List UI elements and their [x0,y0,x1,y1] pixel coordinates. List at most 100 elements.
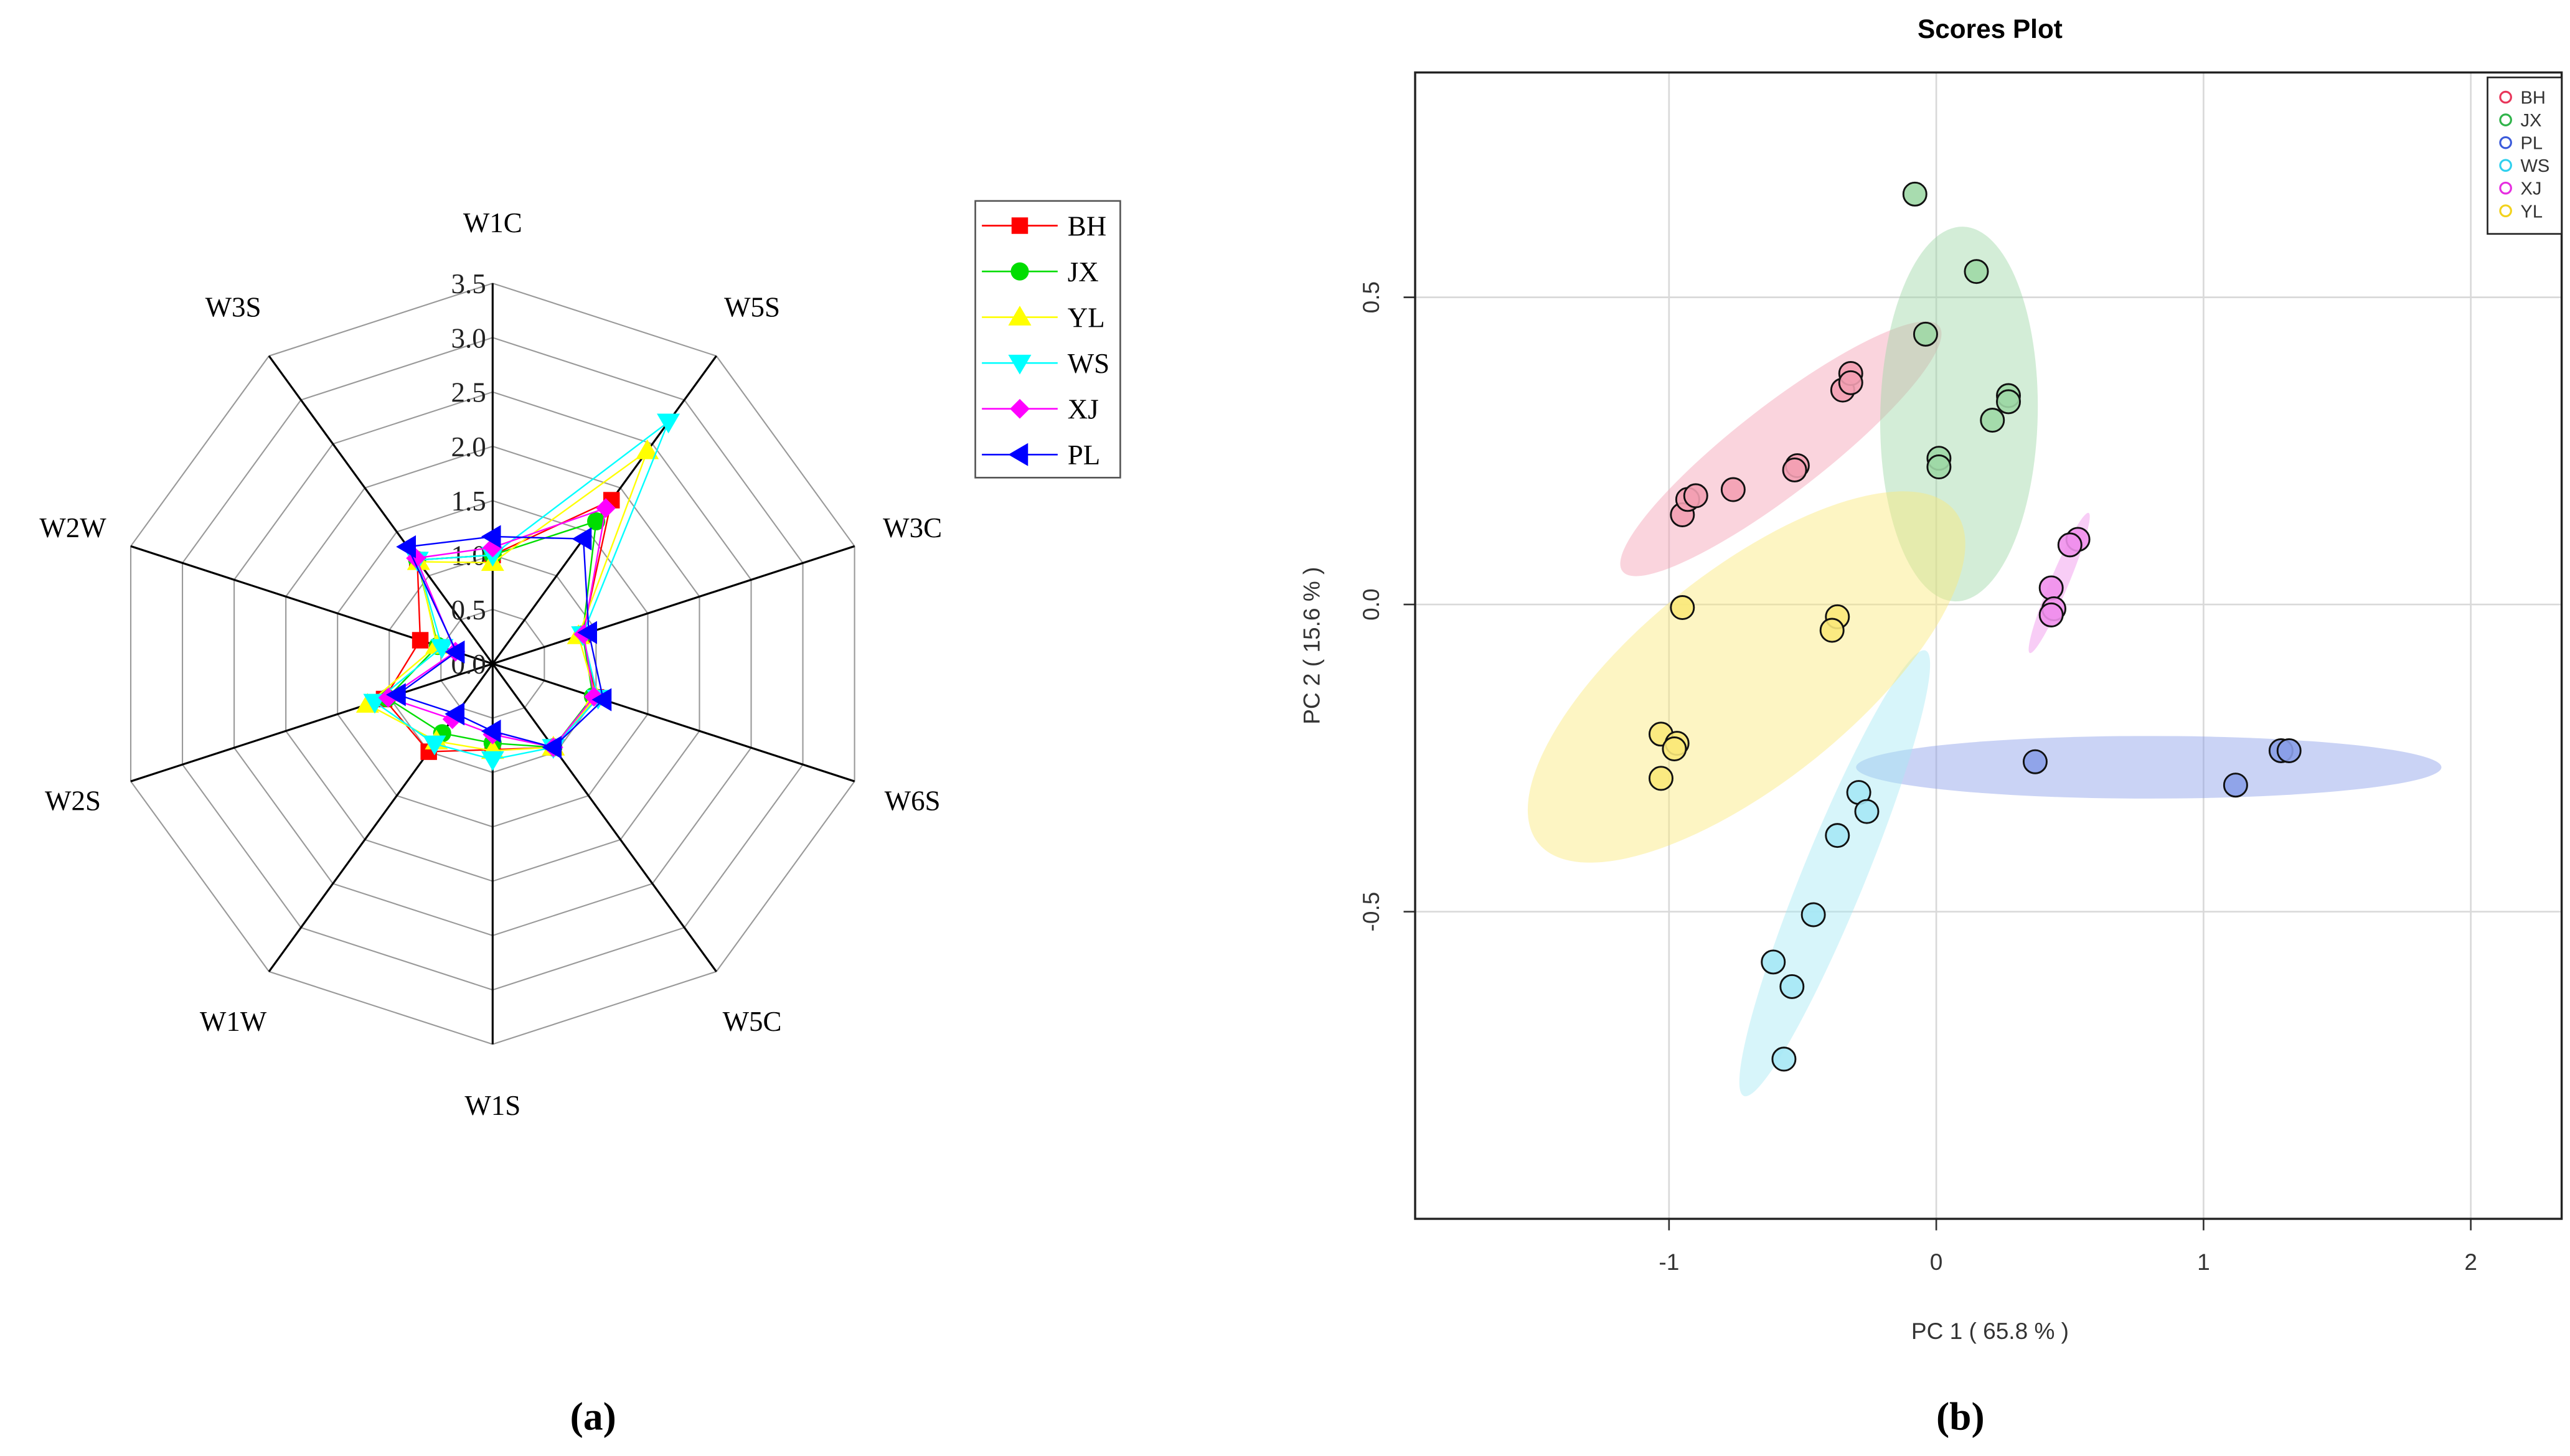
radar-point-pl [572,527,592,551]
confidence-ellipse-pl [1856,736,2442,799]
radar-axis-label: W3S [205,292,261,323]
legend-marker-xj [2499,181,2512,195]
score-point-yl [1662,736,1687,761]
caption-b: (b) [1936,1394,1985,1439]
legend-label-ws: WS [2520,156,2549,176]
y-tick-label: -0.5 [1358,892,1384,932]
y-tick-label: 0.5 [1358,281,1384,313]
legend-marker-jx [2499,113,2512,126]
legend-label-yl: YL [2520,202,2543,222]
score-point-yl [1670,595,1695,620]
legend-label-jx: JX [2520,111,2541,131]
legend-marker-pl [1008,443,1028,466]
radar-axis-label: W1W [200,1006,267,1037]
legend-marker-ws [2499,159,2512,172]
y-tick-label: 0.0 [1358,588,1384,620]
radar-point-ws [481,751,504,771]
legend-marker-bh [2499,90,2512,104]
radar-point-pl [481,720,501,743]
legend-label-xj: XJ [1068,394,1099,425]
radar-point-pl [385,683,406,707]
radar-point-pl [577,621,597,644]
radar-point-jx [587,512,606,530]
legend-label-pl: PL [2520,134,2543,154]
radar-point-pl [591,688,612,712]
score-point-ws [1779,974,1805,999]
legend-label-xj: XJ [2520,179,2541,199]
x-tick-label: 1 [2197,1249,2210,1275]
radar-axis-label: W5S [724,292,780,323]
score-point-ws [1825,823,1850,848]
legend-marker-yl [2499,204,2512,217]
radar-point-xj [596,498,616,519]
radar-point-ws [423,735,446,756]
legend-marker-ws [1008,354,1032,375]
legend-label-bh: BH [1068,210,1106,242]
radar-axis-label: W6S [885,785,941,816]
score-point-bh [1838,370,1863,395]
x-tick-label: -1 [1659,1249,1679,1275]
radar-chart: W1CW5SW3CW6SW5CW1SW1WW2SW2WW3S0.00.51.01… [39,200,1121,1121]
radar-axis-label: W2W [39,512,106,543]
radar-point-bh [412,632,429,649]
radar-axis-label: W5C [723,1006,782,1037]
score-point-jx [1913,321,1938,347]
radar-tick-label: 0.5 [451,594,486,626]
legend-label-pl: PL [1068,439,1100,471]
legend-marker-xj [1010,398,1030,419]
caption-a: (a) [570,1394,616,1439]
radar-point-ws [657,413,680,434]
legend-label-bh: BH [2520,88,2545,108]
radar-tick-label: 1.5 [451,486,486,517]
plot-frame [1414,71,2563,1220]
scores-title: Scores Plot [1918,14,2063,44]
radar-tick-label: 2.5 [451,377,486,408]
scores-legend-box [2487,77,2563,235]
radar-point-pl [481,525,501,548]
radar-spoke [130,662,493,782]
score-point-yl [1819,618,1845,643]
y-axis-label: PC 2 ( 15.6 % ) [1299,567,1325,725]
score-point-bh [1720,477,1746,502]
score-point-jx [1926,454,1952,479]
legend-label-yl: YL [1068,302,1105,333]
radar-spoke [492,662,855,782]
score-point-jx [1964,259,1989,284]
radar-axis-label: W3C [883,512,942,543]
legend-marker-bh [1011,217,1028,234]
radar-spoke [492,545,855,665]
radar-point-pl [445,702,465,726]
radar-legend: BH JX YL WS XJ PL [974,200,1121,479]
legend-marker-pl [2499,136,2512,149]
radar-tick-label: 2.0 [451,431,486,463]
score-point-jx [1996,389,2021,415]
confidence-ellipse-jx [1880,227,2038,602]
legend-label-jx: JX [1068,256,1099,288]
legend-marker-jx [1010,262,1029,281]
x-axis-label: PC 1 ( 65.8 % ) [1911,1318,2069,1344]
score-point-ws [1761,949,1786,975]
radar-point-ws [430,639,454,659]
legend-label-ws: WS [1068,348,1109,379]
radar-point-yl [636,439,659,459]
radar-point-pl [396,535,417,558]
radar-tick-label: 3.5 [451,268,486,299]
radar-axis-label: W1S [464,1090,520,1121]
radar-point-pl [542,736,562,759]
score-point-pl [2022,749,2048,774]
score-point-xj [2038,575,2064,601]
radar-tick-label: 3.0 [451,322,486,354]
radar-spoke [268,355,494,665]
legend-marker-yl [1008,306,1032,326]
score-point-xj [2057,532,2083,558]
score-point-bh [1683,483,1708,509]
score-point-ws [1800,902,1826,928]
score-point-ws [1771,1046,1797,1072]
confidence-ellipse-yl [1527,491,1965,863]
score-point-pl [2276,738,2302,763]
radar-axis-label: W1C [463,207,522,238]
x-tick-label: 0 [1930,1249,1943,1275]
x-tick-label: 2 [2464,1249,2477,1275]
